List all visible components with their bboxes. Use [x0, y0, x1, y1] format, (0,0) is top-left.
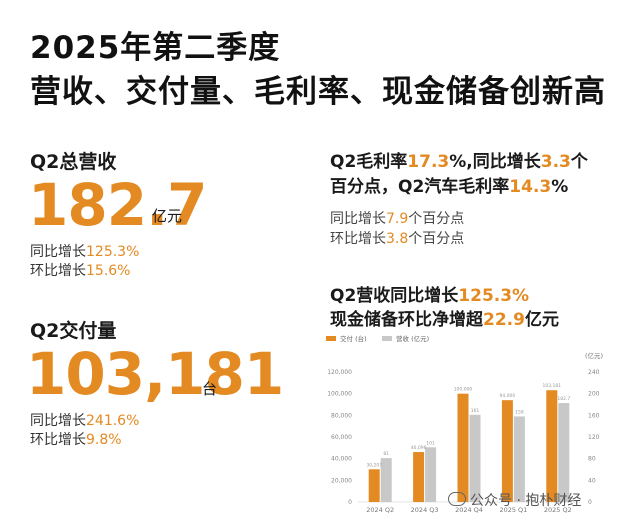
- data-label-revenue: 161: [471, 408, 480, 414]
- x-tick-label: 2024 Q2: [366, 506, 394, 514]
- watermark: 公众号 · 抱朴财经: [448, 490, 581, 510]
- data-label-deliveries: 103,181: [542, 383, 561, 389]
- revenue-label: Q2总营收: [30, 151, 117, 173]
- bar-deliveries: [546, 390, 558, 502]
- deliveries-value: 103,181: [26, 340, 284, 408]
- growth-line2: 现金储备环比净增超22.9亿元: [330, 310, 559, 330]
- margin-line1: Q2毛利率17.3%,同比增长3.3个: [330, 152, 588, 172]
- deliveries-unit: 台: [202, 380, 218, 398]
- margin-yoy: 同比增长7.9个百分点: [330, 211, 465, 227]
- left-tick-label: 80,000: [331, 412, 352, 419]
- margin-line2: 百分点，Q2汽车毛利率14.3%: [330, 177, 569, 197]
- margin-qoq: 环比增长3.8个百分点: [330, 231, 465, 247]
- right-tick-label: 200: [588, 391, 600, 398]
- legend-label-revenue: 营收 (亿元): [396, 334, 429, 343]
- deliveries-yoy: 同比增长241.6%: [30, 413, 140, 429]
- revenue-value: 182.7: [28, 171, 207, 239]
- right-tick-label: 240: [588, 369, 600, 376]
- legend-swatch-deliveries: [326, 336, 336, 341]
- data-label-revenue: 182.7: [557, 396, 570, 402]
- bar-deliveries: [413, 452, 425, 502]
- deliveries-revenue-chart: 交付 (台) 营收 (亿元) (亿元) 0 20,000 40,000 60,000 80,0…: [326, 334, 603, 514]
- wechat-icon: [448, 492, 466, 506]
- revenue-yoy: 同比增长125.3%: [30, 244, 140, 260]
- data-label-deliveries: 46,096: [411, 445, 427, 451]
- headline-line1: 2025年第二季度: [30, 30, 281, 66]
- bar-revenue: [558, 403, 570, 502]
- bar-deliveries: [368, 469, 380, 502]
- left-tick-label: 40,000: [331, 456, 352, 463]
- legend-label-deliveries: 交付 (台): [340, 334, 367, 343]
- data-label-revenue: 101: [426, 440, 435, 446]
- right-axis-label: (亿元): [585, 351, 603, 360]
- data-label-deliveries: 100,000: [454, 387, 473, 393]
- right-tick-label: 0: [588, 499, 592, 506]
- legend-swatch-revenue: [382, 336, 392, 341]
- bar-revenue: [469, 414, 481, 502]
- right-tick-label: 120: [588, 434, 600, 441]
- deliveries-label: Q2交付量: [30, 320, 117, 342]
- revenue-unit: 亿元: [152, 207, 183, 225]
- left-tick-label: 20,000: [331, 477, 352, 484]
- headline-line2: 营收、交付量、毛利率、现金储备创新高: [30, 74, 606, 110]
- growth-line1: Q2营收同比增长125.3%: [330, 286, 530, 306]
- left-tick-label: 120,000: [327, 369, 352, 376]
- bar-deliveries: [501, 400, 513, 502]
- x-tick-label: 2024 Q3: [411, 506, 439, 514]
- revenue-qoq: 环比增长15.6%: [30, 263, 131, 279]
- bar-revenue: [380, 458, 392, 502]
- x-tick-label: 2025 Q1: [499, 506, 527, 514]
- deliveries-qoq: 环比增长9.8%: [30, 432, 122, 448]
- x-tick-label: 2025 Q2: [544, 506, 572, 514]
- data-label-deliveries: 94,000: [500, 393, 516, 399]
- right-tick-label: 80: [588, 456, 596, 463]
- bar-revenue: [513, 416, 525, 502]
- bar-deliveries: [457, 393, 469, 502]
- right-tick-label: 160: [588, 412, 600, 419]
- x-tick-label: 2024 Q4: [455, 506, 483, 514]
- left-tick-label: 60,000: [331, 434, 352, 441]
- data-label-revenue: 81: [383, 451, 389, 457]
- data-label-deliveries: 30,207: [366, 462, 382, 468]
- left-tick-label: 100,000: [327, 391, 352, 398]
- right-tick-label: 40: [588, 477, 596, 484]
- bar-revenue: [425, 447, 437, 502]
- left-tick-label: 0: [348, 499, 352, 506]
- data-label-revenue: 158: [515, 409, 524, 415]
